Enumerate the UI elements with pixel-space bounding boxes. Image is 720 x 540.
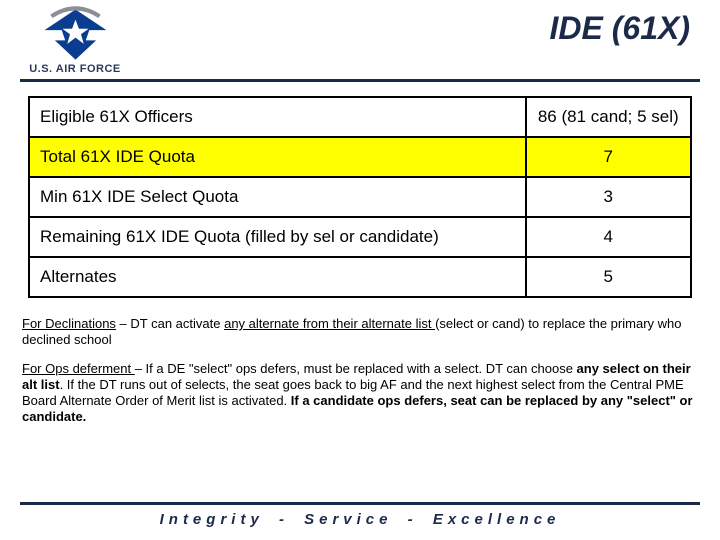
table-row: Total 61X IDE Quota7 bbox=[29, 137, 691, 177]
row-value: 7 bbox=[526, 137, 692, 177]
row-value: 4 bbox=[526, 217, 692, 257]
row-value: 5 bbox=[526, 257, 692, 297]
row-value: 86 (81 cand; 5 sel) bbox=[526, 97, 692, 137]
table-row: Alternates5 bbox=[29, 257, 691, 297]
table-row: Eligible 61X Officers86 (81 cand; 5 sel) bbox=[29, 97, 691, 137]
org-label: U.S. AIR FORCE bbox=[29, 63, 121, 75]
footer-rule bbox=[20, 502, 700, 505]
row-label: Remaining 61X IDE Quota (filled by sel o… bbox=[29, 217, 526, 257]
notes-block: For Declinations – DT can activate any a… bbox=[0, 298, 720, 426]
page-title: IDE (61X) bbox=[140, 6, 700, 47]
table-row: Min 61X IDE Select Quota3 bbox=[29, 177, 691, 217]
note-declinations: For Declinations – DT can activate any a… bbox=[22, 316, 698, 349]
note-lead: For Ops deferment bbox=[22, 361, 135, 376]
row-value: 3 bbox=[526, 177, 692, 217]
row-label: Min 61X IDE Select Quota bbox=[29, 177, 526, 217]
footer: Integrity - Service - Excellence bbox=[0, 502, 720, 528]
note-lead: For Declinations bbox=[22, 316, 116, 331]
row-label: Total 61X IDE Quota bbox=[29, 137, 526, 177]
table-row: Remaining 61X IDE Quota (filled by sel o… bbox=[29, 217, 691, 257]
motto: Integrity - Service - Excellence bbox=[0, 511, 720, 528]
header: U.S. AIR FORCE IDE (61X) bbox=[0, 0, 720, 75]
logo-block: U.S. AIR FORCE bbox=[10, 6, 140, 75]
content-area: Eligible 61X Officers86 (81 cand; 5 sel)… bbox=[0, 82, 720, 298]
row-label: Alternates bbox=[29, 257, 526, 297]
air-force-logo-icon bbox=[38, 6, 113, 61]
note-ops-deferment: For Ops deferment – If a DE "select" ops… bbox=[22, 361, 698, 426]
row-label: Eligible 61X Officers bbox=[29, 97, 526, 137]
quota-table: Eligible 61X Officers86 (81 cand; 5 sel)… bbox=[28, 96, 692, 298]
